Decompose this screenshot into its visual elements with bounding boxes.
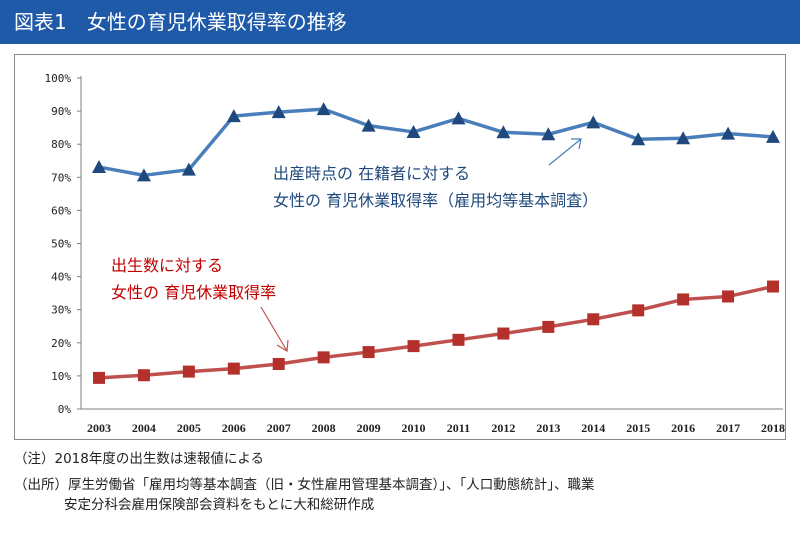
data-point-triangle xyxy=(451,111,466,125)
data-point-square xyxy=(542,320,555,333)
data-point-square xyxy=(407,340,420,353)
x-tick-label: 2017 xyxy=(716,421,740,435)
x-tick-label: 2009 xyxy=(357,421,381,435)
data-point-square xyxy=(317,351,330,364)
x-tick-label: 2007 xyxy=(267,421,291,435)
y-tick-label: 20% xyxy=(51,337,71,350)
data-point-triangle xyxy=(496,125,511,139)
series-line-2 xyxy=(98,284,774,380)
data-point-triangle xyxy=(181,162,196,176)
chart-title: 図表1 女性の育児休業取得率の推移 xyxy=(14,10,347,34)
data-point-triangle xyxy=(721,126,736,140)
data-point-triangle xyxy=(766,129,780,143)
data-point-triangle xyxy=(92,160,106,174)
series-1-arrow-head xyxy=(571,138,582,150)
series-2-arrow-head xyxy=(276,339,289,353)
data-point-triangle xyxy=(136,168,151,182)
line-chart: 0% 10% 20% 30% 40% 50% 60% 70% 80% 90% 100% 2003 200… xyxy=(45,72,786,435)
x-tick-label: 2004 xyxy=(132,421,156,435)
x-tick-label: 2012 xyxy=(491,421,515,435)
data-point-square xyxy=(452,333,465,346)
data-point-square xyxy=(182,365,195,378)
data-point-square xyxy=(272,357,285,370)
x-tick-label: 2018 xyxy=(761,421,785,435)
x-tick-label: 2013 xyxy=(536,421,560,435)
data-point-square xyxy=(767,280,779,293)
data-point-square xyxy=(587,313,600,326)
data-point-triangle xyxy=(361,118,376,132)
series-2-label-line-2: 女性の 育児休業取得率 xyxy=(111,283,276,302)
source-note: （出所）厚生労働省「雇用均等基本調査（旧・女性雇用管理基本調査）」、「人口動態統… xyxy=(14,477,595,493)
y-tick-label: 90% xyxy=(51,105,71,118)
x-tick-label: 2003 xyxy=(87,421,111,435)
data-point-square xyxy=(362,346,375,359)
chart-frame: 0% 10% 20% 30% 40% 50% 60% 70% 80% 90% 100% 2003 200… xyxy=(14,54,786,440)
data-point-triangle xyxy=(586,115,601,129)
series-2-label-line-1: 出生数に対する xyxy=(111,256,223,275)
data-point-square xyxy=(722,290,735,303)
x-tick-label: 2015 xyxy=(626,421,650,435)
data-point-triangle xyxy=(631,132,646,146)
y-tick-label: 10% xyxy=(51,370,71,383)
data-point-triangle xyxy=(406,124,421,138)
y-tick-label: 100% xyxy=(45,72,72,85)
series-line-1 xyxy=(98,107,774,178)
x-tick-label: 2014 xyxy=(581,421,605,435)
series-1-label-line-1: 出産時点の 在籍者に対する xyxy=(273,164,470,183)
series-2-annotation-arrow xyxy=(260,306,288,352)
title-bar: 図表1 女性の育児休業取得率の推移 xyxy=(0,0,800,44)
x-tick-label: 2010 xyxy=(402,421,426,435)
series-1-annotation-arrow xyxy=(548,138,582,166)
x-tick-label: 2016 xyxy=(671,421,695,435)
data-point-square xyxy=(137,369,150,382)
data-point-triangle xyxy=(226,109,241,123)
data-point-square xyxy=(632,304,645,317)
y-tick-label: 60% xyxy=(51,204,71,217)
y-tick-label: 0% xyxy=(58,403,72,416)
source-note-continued: 安定分科会雇用保険部会資料をもとに大和総研作成 xyxy=(64,497,375,513)
x-tick-label: 2008 xyxy=(312,421,336,435)
x-tick-label: 2011 xyxy=(447,421,470,435)
y-tick-label: 70% xyxy=(51,171,71,184)
data-point-triangle xyxy=(541,127,556,141)
data-point-square xyxy=(93,371,105,384)
data-point-square xyxy=(227,362,240,375)
data-point-triangle xyxy=(316,102,331,116)
series-1-label-line-2: 女性の 育児休業取得率（雇用均等基本調査） xyxy=(273,191,598,210)
y-tick-label: 40% xyxy=(51,271,71,284)
y-tick-label: 30% xyxy=(51,304,71,317)
x-tick-label: 2005 xyxy=(177,421,201,435)
data-point-triangle xyxy=(676,131,691,145)
data-point-triangle xyxy=(271,105,286,119)
x-tick-label: 2006 xyxy=(222,421,246,435)
y-tick-label: 80% xyxy=(51,138,71,151)
footnote: （注）2018年度の出生数は速報値による xyxy=(14,451,264,467)
y-tick-label: 50% xyxy=(51,238,71,251)
data-point-square xyxy=(677,293,690,306)
data-point-square xyxy=(497,327,510,340)
